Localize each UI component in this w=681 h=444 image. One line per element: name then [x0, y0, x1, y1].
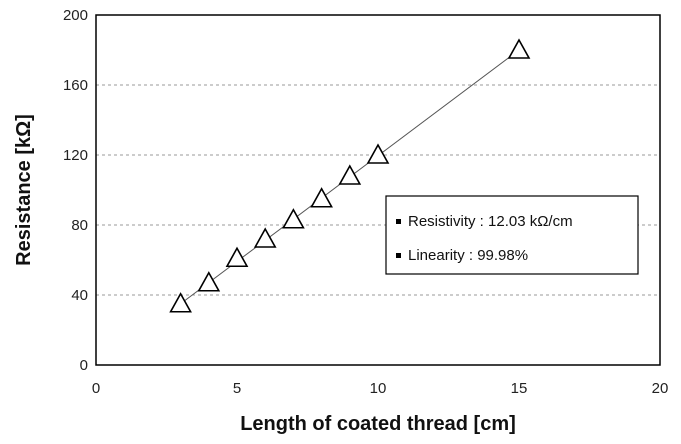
data-point [282, 208, 305, 229]
data-points [169, 38, 531, 313]
x-axis-label: Length of coated thread [cm] [240, 413, 516, 435]
linearity-annotation: Linearity : 99.98% [408, 247, 528, 264]
y-tick-label: 120 [63, 147, 88, 164]
data-point [169, 292, 192, 313]
y-tick-label: 200 [63, 7, 88, 24]
x-tick-label: 5 [233, 380, 241, 397]
y-axis-label: Resistance [kΩ] [13, 114, 35, 266]
x-tick-label: 10 [370, 380, 387, 397]
data-point [366, 143, 390, 164]
x-tick-label: 0 [92, 380, 100, 397]
annotation-bullet [396, 253, 401, 258]
data-point [507, 38, 531, 59]
plot-frame [95, 14, 661, 366]
x-tick-label: 15 [511, 380, 528, 397]
y-tick-label: 40 [71, 287, 88, 304]
y-tick-labels: 0 40 80 120 160 200 [63, 7, 88, 374]
data-point [225, 246, 249, 268]
x-tick-label: 20 [652, 380, 669, 397]
data-point [197, 271, 221, 292]
y-tick-label: 80 [71, 217, 88, 234]
annotation-box: Resistivity : 12.03 kΩ/cm Linearity : 99… [385, 195, 639, 275]
y-tick-label: 160 [63, 77, 88, 94]
data-point [310, 187, 333, 208]
annotation-bullet [396, 219, 401, 224]
y-tick-label: 0 [80, 357, 88, 374]
resistivity-annotation: Resistivity : 12.03 kΩ/cm [408, 213, 573, 230]
annotation-box-frame [385, 195, 639, 275]
data-point [253, 227, 277, 248]
data-point [338, 164, 362, 185]
x-tick-labels: 0 5 10 15 20 [92, 380, 669, 397]
